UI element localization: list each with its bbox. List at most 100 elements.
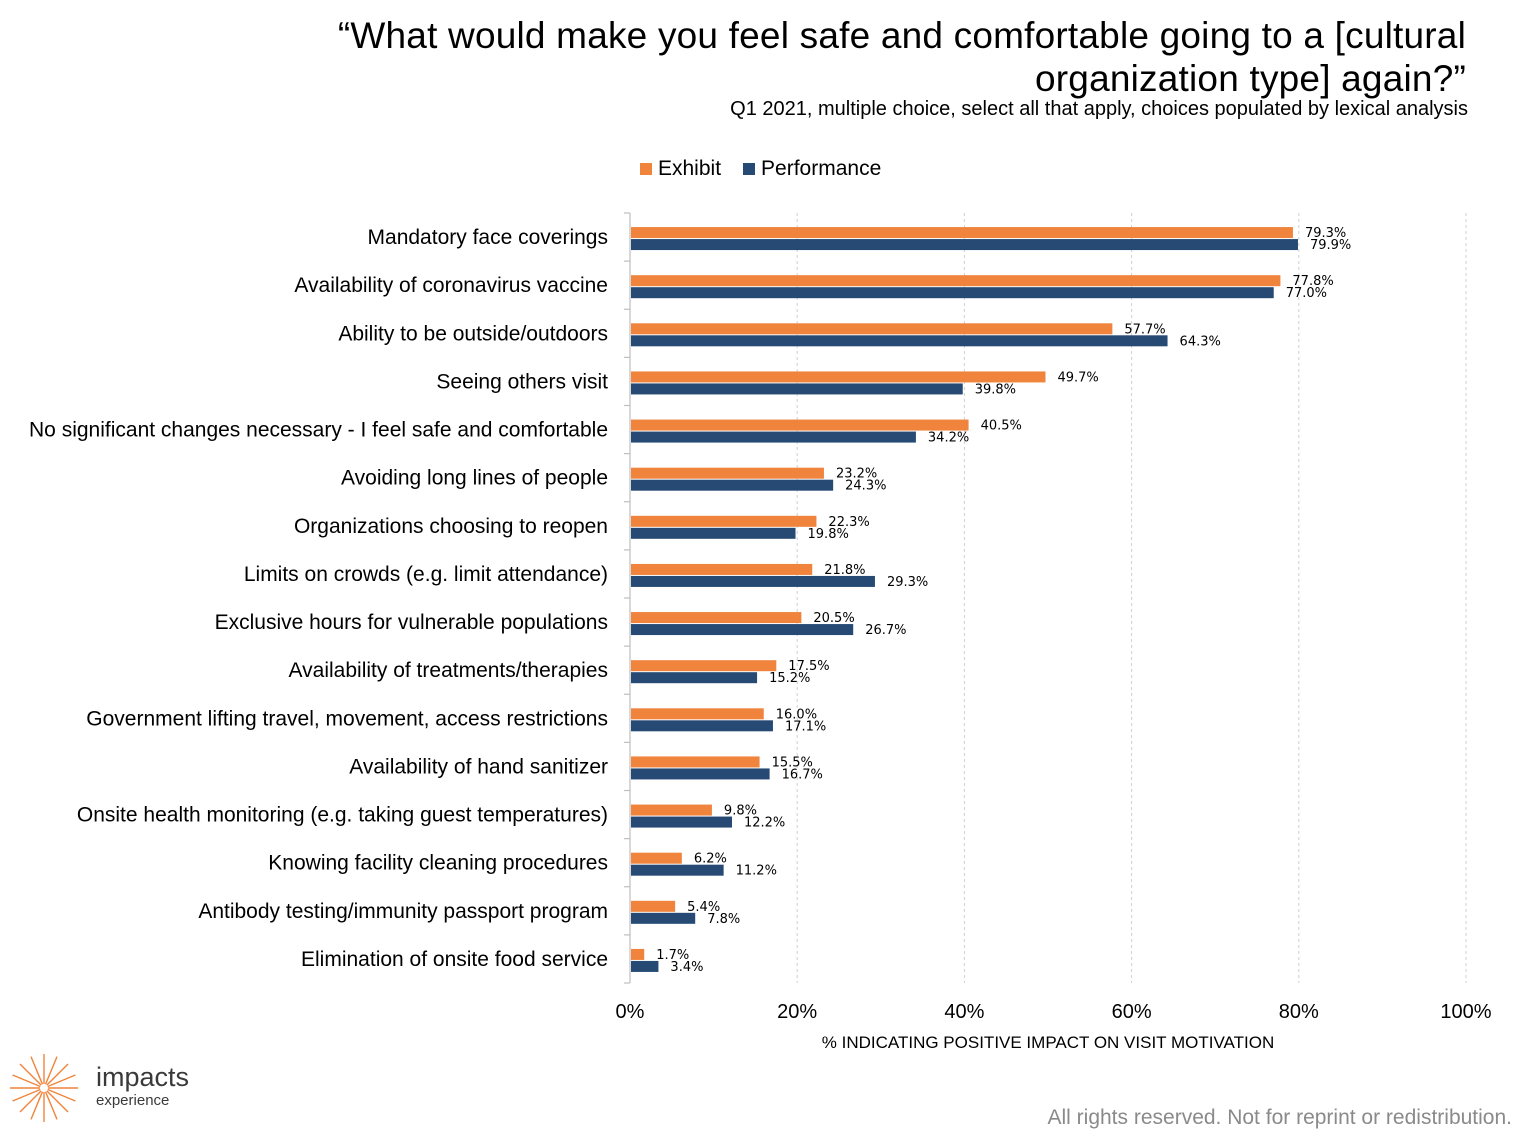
data-label-performance: 7.8%: [707, 912, 740, 927]
x-tick-label: 40%: [944, 1001, 984, 1023]
chart-subtitle: Q1 2021, multiple choice, select all tha…: [730, 98, 1468, 120]
category-label: Onsite health monitoring (e.g. taking gu…: [77, 804, 608, 827]
data-label-performance: 19.8%: [808, 527, 849, 542]
bar-performance: [631, 431, 916, 443]
data-label-exhibit: 21.8%: [824, 563, 865, 578]
x-tick-label: 80%: [1279, 1001, 1319, 1023]
bar-performance: [631, 239, 1298, 251]
category-label: No significant changes necessary - I fee…: [29, 419, 608, 442]
bar-exhibit: [631, 563, 813, 575]
bar-exhibit: [631, 804, 712, 816]
bar-exhibit: [631, 275, 1281, 287]
bar-exhibit: [631, 756, 760, 768]
bar-performance: [631, 960, 659, 972]
bar-performance: [631, 287, 1274, 299]
bar-performance: [631, 864, 724, 876]
bar-performance: [631, 624, 854, 636]
x-tick-label: 60%: [1112, 1001, 1152, 1023]
data-label-exhibit: 9.8%: [724, 804, 757, 819]
data-label-exhibit: 15.5%: [772, 755, 813, 770]
bar-performance: [631, 768, 770, 780]
bar-performance: [631, 383, 963, 395]
bar-exhibit: [631, 227, 1293, 239]
bar-exhibit: [631, 419, 969, 431]
data-label-exhibit: 40.5%: [981, 419, 1022, 434]
bar-exhibit: [631, 371, 1046, 383]
category-label: Government lifting travel, movement, acc…: [86, 707, 608, 730]
data-label-exhibit: 1.7%: [656, 948, 689, 963]
data-label-exhibit: 79.3%: [1305, 226, 1346, 241]
copyright-notice: All rights reserved. Not for reprint or …: [1047, 1106, 1512, 1129]
legend-item-exhibit: Exhibit: [640, 157, 721, 181]
data-label-performance: 26.7%: [865, 623, 906, 638]
bar-exhibit: [631, 515, 817, 527]
category-label: Availability of hand sanitizer: [349, 755, 608, 778]
impacts-logo: impacts experience: [6, 1046, 206, 1130]
data-label-performance: 11.2%: [736, 864, 777, 879]
logo-word: impacts: [96, 1062, 190, 1092]
data-label-exhibit: 57.7%: [1124, 322, 1165, 337]
category-label: Seeing others visit: [436, 370, 608, 393]
logo-subword: experience: [96, 1092, 170, 1109]
category-label: Ability to be outside/outdoors: [338, 322, 608, 345]
chart-title: “What would make you feel safe and comfo…: [337, 15, 1466, 99]
data-label-exhibit: 77.8%: [1292, 274, 1333, 289]
bar-exhibit: [631, 948, 645, 960]
bar-exhibit: [631, 660, 777, 672]
category-label: Avoiding long lines of people: [341, 467, 608, 490]
category-label: Availability of treatments/therapies: [289, 659, 608, 682]
data-label-exhibit: 22.3%: [828, 515, 869, 530]
x-tick-label: 100%: [1440, 1001, 1491, 1023]
data-label-performance: 29.3%: [887, 575, 928, 590]
data-label-performance: 3.4%: [670, 960, 703, 975]
data-label-performance: 16.7%: [782, 767, 823, 782]
data-label-performance: 15.2%: [769, 671, 810, 686]
data-label-exhibit: 16.0%: [776, 707, 817, 722]
data-label-performance: 17.1%: [785, 719, 826, 734]
bar-performance: [631, 527, 796, 539]
data-label-performance: 39.8%: [975, 382, 1016, 397]
legend-item-performance: Performance: [743, 157, 881, 181]
data-label-performance: 12.2%: [744, 816, 785, 831]
bar-exhibit: [631, 900, 676, 912]
category-label: Availability of coronavirus vaccine: [294, 274, 608, 297]
data-label-performance: 77.0%: [1286, 286, 1327, 301]
category-label: Organizations choosing to reopen: [294, 515, 608, 538]
category-label: Limits on crowds (e.g. limit attendance): [244, 563, 608, 586]
bar-performance: [631, 335, 1168, 347]
bar-exhibit: [631, 852, 682, 864]
data-label-performance: 34.2%: [928, 431, 969, 446]
data-label-exhibit: 23.2%: [836, 467, 877, 482]
bar-exhibit: [631, 323, 1113, 335]
data-label-exhibit: 20.5%: [813, 611, 854, 626]
data-label-performance: 79.9%: [1310, 238, 1351, 253]
legend-label-performance: Performance: [761, 157, 882, 180]
bar-exhibit: [631, 708, 764, 720]
category-label: Exclusive hours for vulnerable populatio…: [215, 611, 608, 634]
legend-label-exhibit: Exhibit: [658, 157, 722, 180]
data-label-exhibit: 6.2%: [694, 852, 727, 867]
category-label: Antibody testing/immunity passport progr…: [198, 900, 608, 923]
data-label-exhibit: 49.7%: [1057, 370, 1098, 385]
data-label-performance: 64.3%: [1180, 334, 1221, 349]
x-tick-label: 0%: [616, 1001, 645, 1023]
data-label-exhibit: 17.5%: [788, 659, 829, 674]
sunburst-icon: [10, 1054, 78, 1122]
data-label-performance: 24.3%: [845, 479, 886, 494]
bar-exhibit: [631, 612, 802, 624]
legend-swatch-exhibit: [640, 163, 652, 175]
data-label-exhibit: 5.4%: [687, 900, 720, 915]
bar-performance: [631, 720, 773, 732]
legend: Exhibit Performance: [640, 157, 903, 181]
legend-swatch-performance: [743, 163, 756, 175]
bar-performance: [631, 479, 834, 491]
bar-exhibit: [631, 467, 824, 479]
category-label: Mandatory face coverings: [368, 226, 608, 249]
x-axis-label: % INDICATING POSITIVE IMPACT ON VISIT MO…: [822, 1033, 1274, 1052]
x-tick-label: 20%: [777, 1001, 817, 1023]
category-label: Knowing facility cleaning procedures: [268, 852, 608, 875]
bar-performance: [631, 672, 758, 684]
category-label: Elimination of onsite food service: [301, 948, 608, 971]
bar-performance: [631, 912, 696, 924]
